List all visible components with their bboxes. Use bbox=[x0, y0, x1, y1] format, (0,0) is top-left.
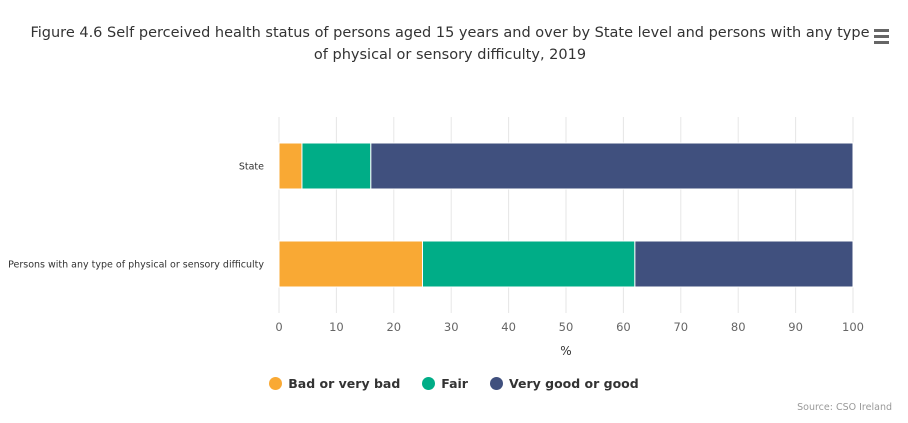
x-axis-ticks: 0 10 20 30 40 50 60 70 80 90 100 bbox=[275, 320, 864, 334]
x-tick-label: 10 bbox=[329, 320, 344, 334]
x-tick-label: 50 bbox=[559, 320, 574, 334]
legend-marker bbox=[422, 377, 436, 390]
legend-marker bbox=[269, 377, 283, 390]
bar-segment[interactable] bbox=[301, 142, 372, 190]
category-labels: State Persons with any type of physical o… bbox=[8, 162, 264, 271]
bar-segment[interactable] bbox=[278, 240, 423, 288]
x-tick-label: 20 bbox=[386, 320, 401, 334]
hamburger-menu-icon[interactable] bbox=[870, 26, 892, 46]
legend-marker bbox=[489, 377, 503, 390]
x-axis-title: % bbox=[560, 344, 571, 358]
source-note: Source: CSO Ireland bbox=[797, 402, 892, 413]
legend-label: Bad or very bad bbox=[288, 376, 401, 391]
category-label: Persons with any type of physical or sen… bbox=[8, 260, 264, 271]
legend-label: Very good or good bbox=[508, 376, 639, 391]
x-tick-label: 100 bbox=[842, 320, 864, 334]
x-tick-label: 60 bbox=[616, 320, 631, 334]
bar-segment[interactable] bbox=[634, 240, 854, 288]
legend-item[interactable]: Bad or very bad bbox=[269, 376, 400, 391]
x-tick-label: 0 bbox=[275, 320, 282, 334]
bar-segment[interactable] bbox=[370, 142, 854, 190]
category-label: State bbox=[239, 162, 264, 173]
x-tick-label: 40 bbox=[501, 320, 516, 334]
legend: Bad or very bad Fair Very good or good bbox=[0, 376, 908, 391]
x-tick-label: 80 bbox=[731, 320, 746, 334]
x-tick-label: 30 bbox=[444, 320, 459, 334]
bars bbox=[278, 142, 854, 288]
x-tick-label: 90 bbox=[788, 320, 803, 334]
bar-segment[interactable] bbox=[278, 142, 303, 190]
legend-label: Fair bbox=[441, 376, 468, 391]
chart-title: Figure 4.6 Self perceived health status … bbox=[30, 25, 870, 63]
bar-segment[interactable] bbox=[422, 240, 636, 288]
legend-item[interactable]: Very good or good bbox=[489, 376, 639, 391]
x-tick-label: 70 bbox=[673, 320, 688, 334]
legend-item[interactable]: Fair bbox=[422, 376, 468, 391]
